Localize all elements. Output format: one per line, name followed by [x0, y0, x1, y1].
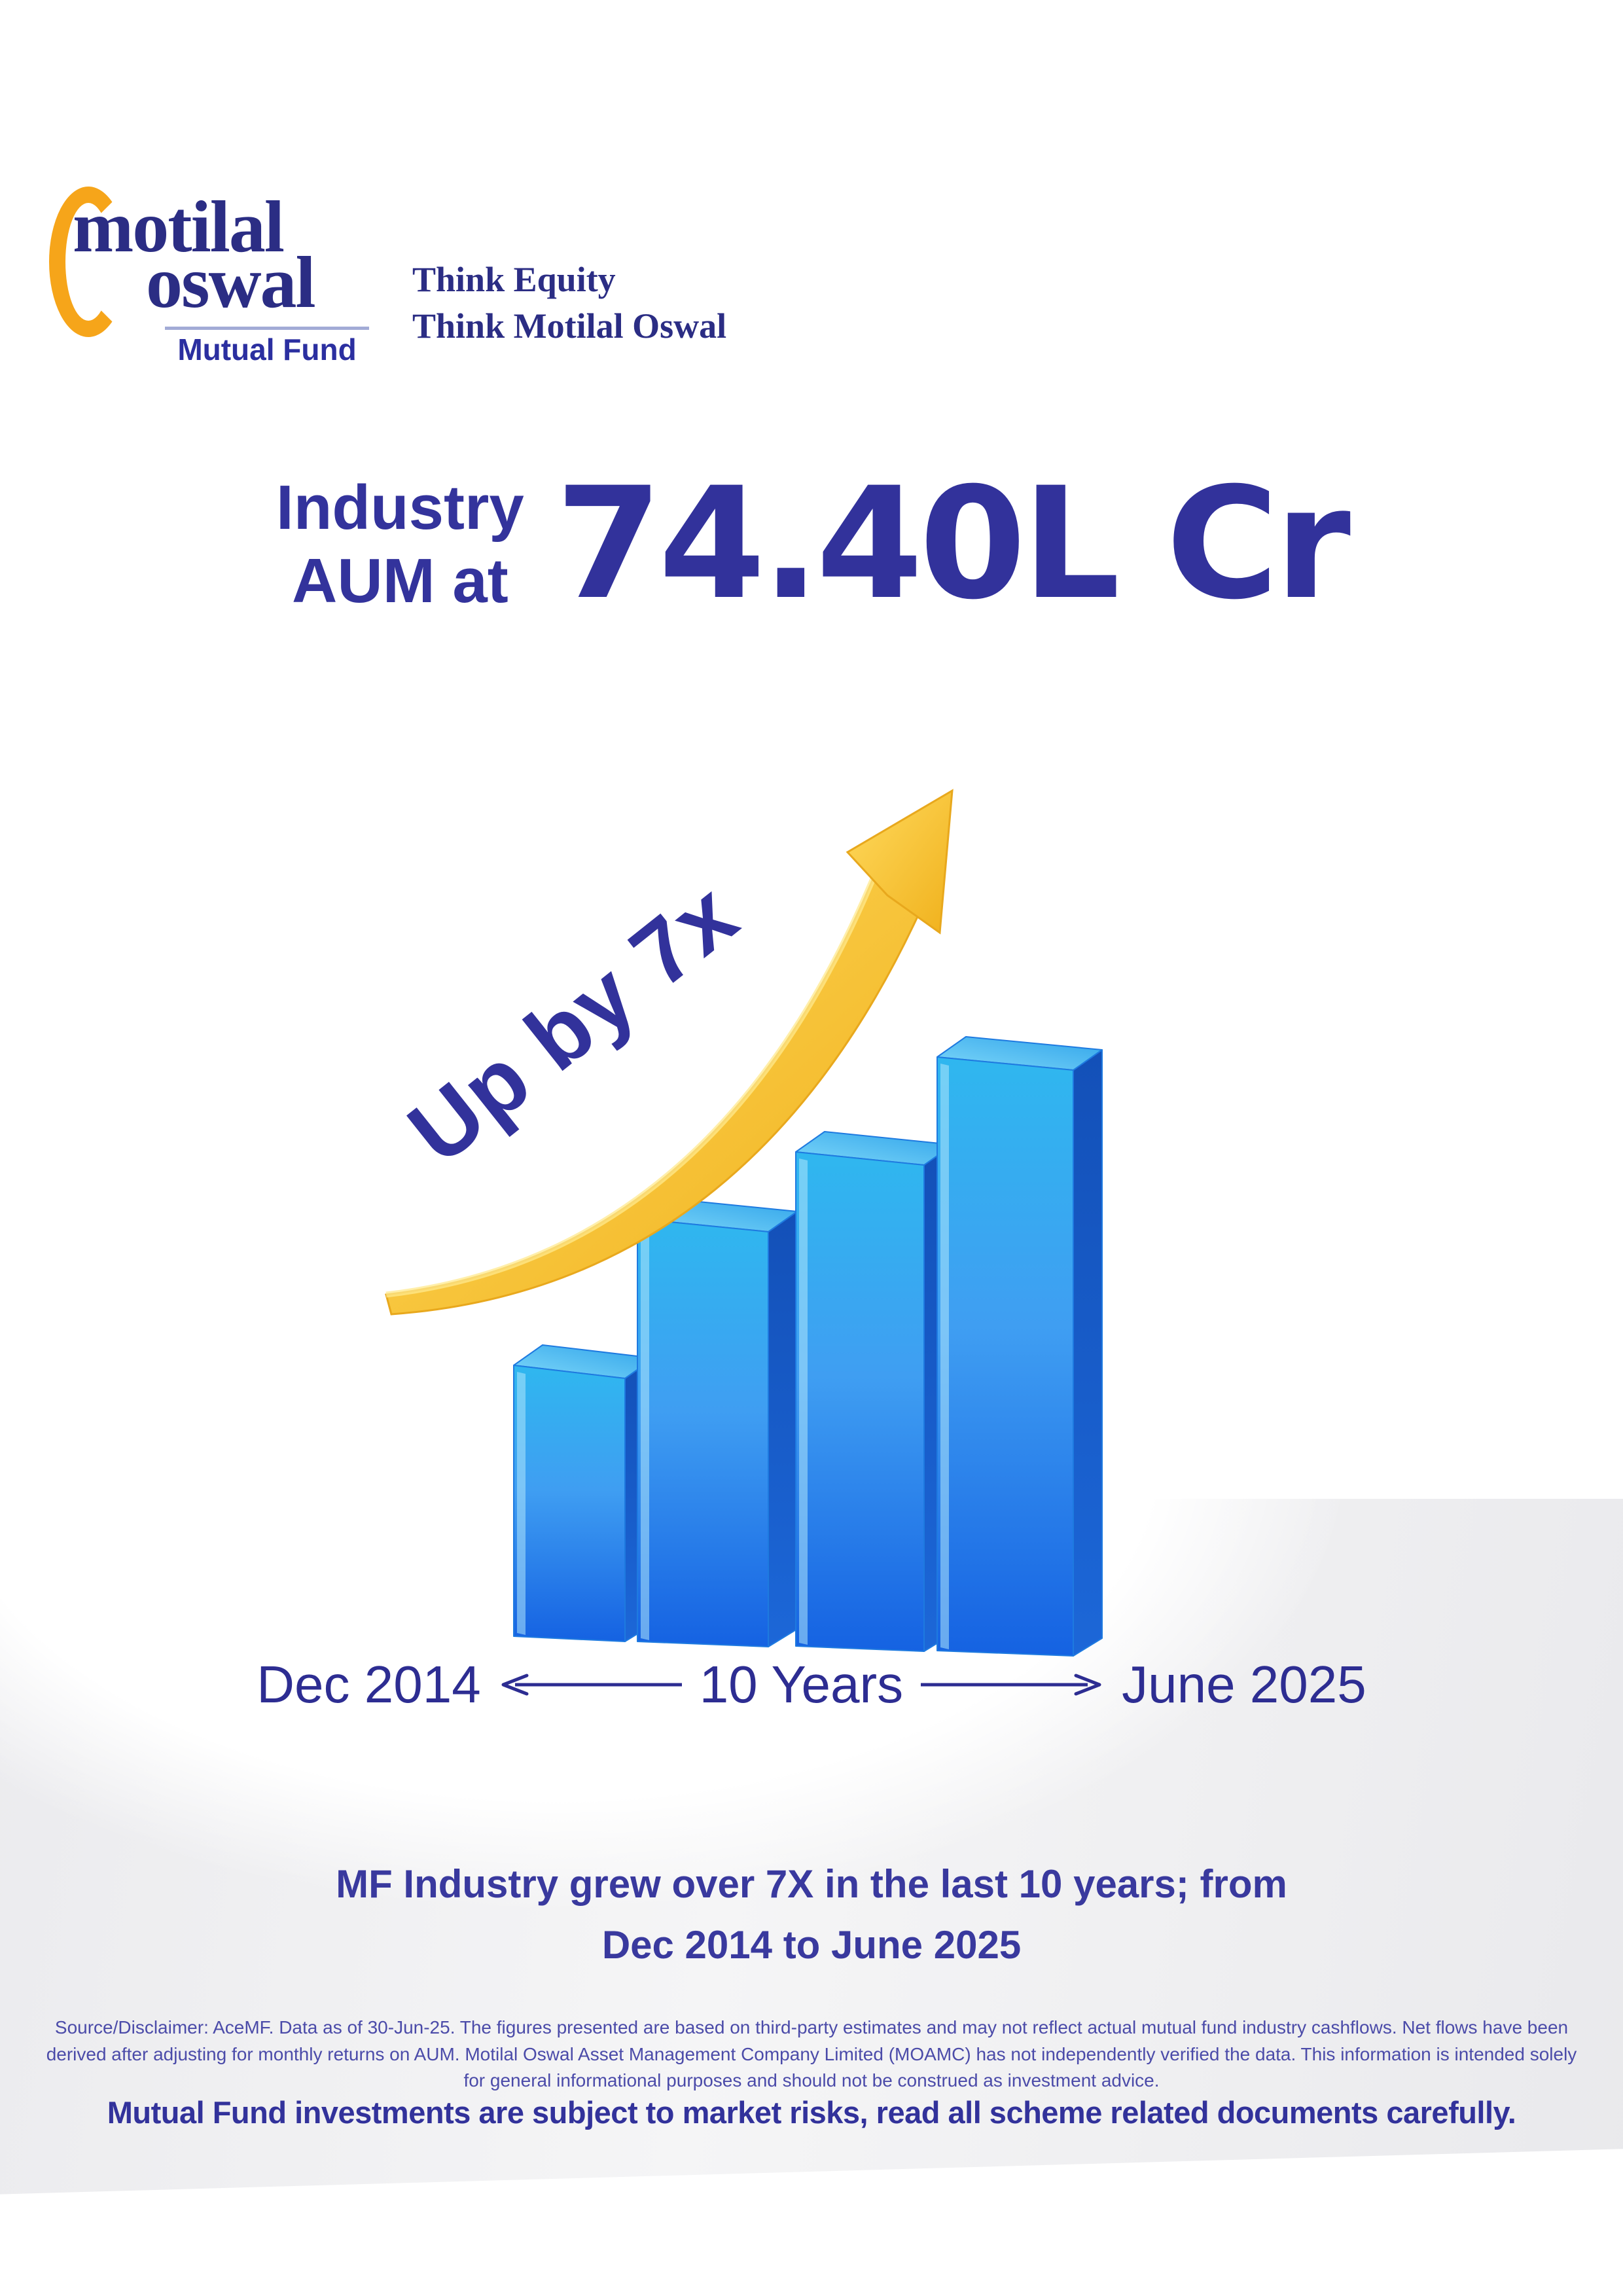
logo-division-label: Mutual Fund: [177, 332, 357, 367]
bar-face: [637, 1218, 769, 1647]
timeline: Dec 2014 10 Years June 2025: [0, 1655, 1623, 1715]
chart-annotation: Up by 7x: [390, 863, 756, 1183]
headline-prefix-line2: AUM at: [292, 545, 508, 616]
summary-text: MF Industry grew over 7X in the last 10 …: [0, 1854, 1623, 1975]
disclaimer-text: Source/Disclaimer: AceMF. Data as of 30-…: [46, 2017, 1577, 2091]
bar-face: [940, 1064, 949, 1649]
headline-prefix-line1: Industry: [276, 473, 524, 543]
summary-line1: MF Industry grew over 7X in the last 10 …: [336, 1862, 1287, 1906]
bar-face: [799, 1158, 808, 1645]
bar-group: [513, 1036, 1103, 1657]
bar-face: [641, 1225, 649, 1640]
logo-divider: [165, 327, 369, 330]
right-arrow-icon: [921, 1674, 1101, 1696]
growth-arrow-icon: [385, 789, 954, 1316]
summary-line2: Dec 2014 to June 2025: [601, 1923, 1022, 1967]
logo-word-oswal: oswal: [146, 242, 316, 324]
brand-tagline: Think Equity Think Motilal Oswal: [412, 257, 726, 350]
bar-face: [768, 1211, 798, 1647]
footer-warning: Mutual Fund investments are subject to m…: [107, 2095, 1516, 2130]
timeline-end-label: June 2025: [1122, 1655, 1366, 1713]
timeline-start-label: Dec 2014: [257, 1655, 481, 1713]
logo-word-motilal: motilal: [73, 187, 285, 268]
timeline-middle-label: 10 Years: [699, 1655, 904, 1713]
bar-face: [513, 1365, 626, 1642]
aum-growth-chart: Up by 7x: [294, 707, 1276, 1689]
left-arrow-icon: [501, 1674, 682, 1696]
brand-logo: motilal oswal Mutual Fund: [49, 185, 416, 375]
headline-value: 74.40L Cr: [555, 455, 1351, 634]
bar-face: [1073, 1049, 1103, 1657]
bar-face: [795, 1151, 925, 1652]
chart-canvas: Up by 7x: [385, 789, 1103, 1657]
logo-wordmark: motilal oswal: [73, 190, 316, 324]
tagline-line2: Think Motilal Oswal: [412, 306, 727, 346]
bar-face: [517, 1372, 526, 1635]
tagline-line1: Think Equity: [412, 260, 616, 299]
headline: Industry AUM at 74.40L Cr: [0, 467, 1623, 621]
bar-face: [936, 1056, 1074, 1657]
headline-prefix: Industry AUM at: [276, 471, 524, 617]
